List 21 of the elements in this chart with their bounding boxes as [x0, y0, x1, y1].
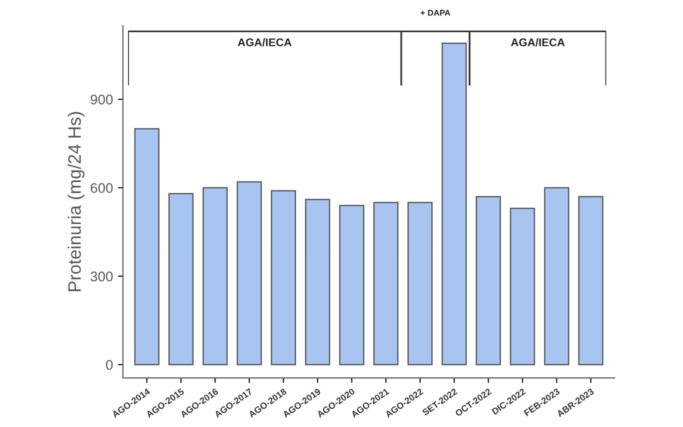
bar — [270, 190, 296, 366]
bar — [373, 202, 398, 366]
bar — [510, 208, 536, 366]
y-tick-label: 0 — [106, 360, 113, 370]
annotation: AGA/IECA — [238, 38, 292, 46]
bar — [476, 196, 501, 366]
bar — [407, 202, 433, 366]
text: + DAPA — [420, 10, 450, 16]
annotation: AGA/IECA — [510, 38, 565, 46]
bar — [168, 193, 194, 366]
bar — [134, 128, 160, 366]
y-tick-label: 600 — [90, 183, 113, 193]
bar — [339, 204, 364, 366]
bar — [202, 187, 228, 366]
bar — [544, 187, 570, 366]
bar — [305, 198, 330, 366]
bar — [236, 181, 262, 366]
y-axis-title: Proteinuria (mg/24 Hs) — [68, 112, 84, 292]
bar — [578, 196, 604, 366]
y-tick-label: 300 — [90, 272, 113, 282]
y-tick-label: 900 — [90, 94, 113, 104]
